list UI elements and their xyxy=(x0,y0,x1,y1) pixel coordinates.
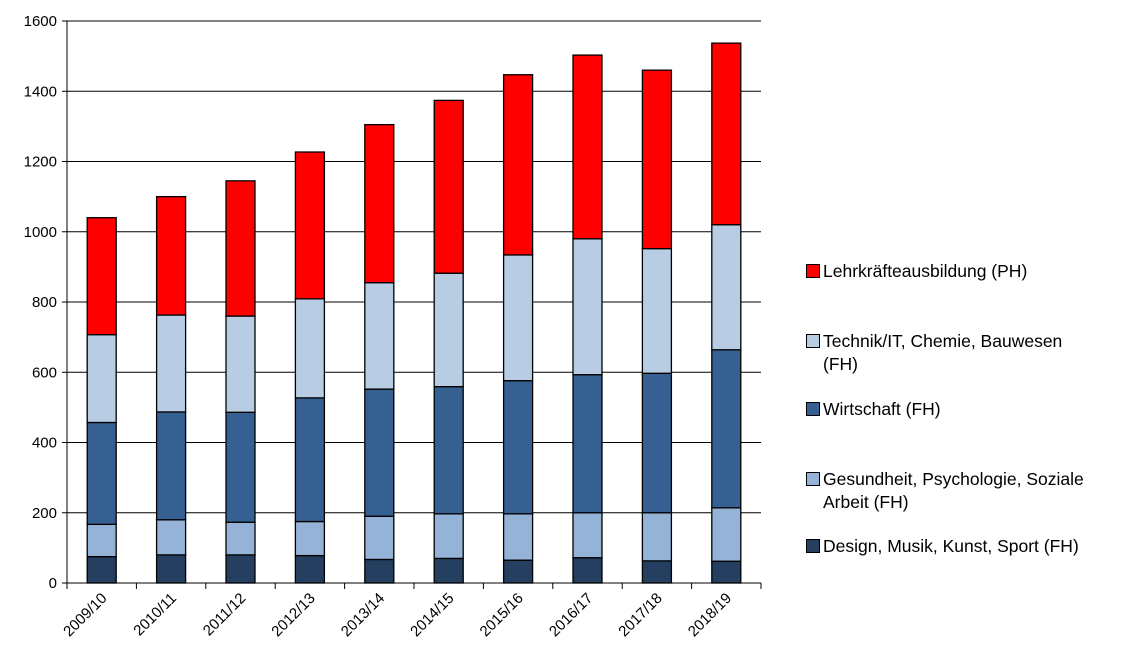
y-tick-label: 1000 xyxy=(24,224,57,241)
legend-label: Gesundheit, Psychologie, Soziale Arbeit … xyxy=(823,469,1084,512)
bar-segment xyxy=(155,314,187,413)
bar-segment xyxy=(711,560,742,584)
x-tick-label: 2010/11 xyxy=(130,590,180,640)
legend-label: Technik/IT, Chemie, Bauwesen (FH) xyxy=(823,331,1063,374)
bar-segment xyxy=(294,151,326,300)
legend-swatch xyxy=(806,472,820,486)
bar-segment xyxy=(641,69,673,250)
x-tick-label: 2012/13 xyxy=(268,590,318,640)
x-tick-label: 2013/14 xyxy=(338,590,388,640)
legend: Lehrkräfteausbildung (PH) Technik/IT, Che… xyxy=(806,0,1116,659)
stacked-bar-chart: 0 200 400 600 800 1000 1200 1400 1600 2009/10 201… xyxy=(24,13,762,640)
bar-segment xyxy=(433,99,464,274)
y-tick-label: 200 xyxy=(32,505,57,522)
x-tick-label: 2009/10 xyxy=(60,590,110,640)
legend-label: Lehrkräfteausbildung (PH) xyxy=(823,261,1028,281)
bar-segment xyxy=(502,559,534,584)
bar-segment xyxy=(294,554,326,584)
y-tick-label: 600 xyxy=(32,364,57,381)
bar-segment xyxy=(641,372,673,514)
legend-item: Lehrkräfteausbildung (PH) xyxy=(806,260,1098,283)
y-tick-label: 1600 xyxy=(24,13,57,30)
bar-segment xyxy=(364,282,395,390)
legend-swatch xyxy=(806,539,820,553)
bar-segment xyxy=(572,238,603,376)
legend-label: Wirtschaft (FH) xyxy=(823,399,941,419)
y-tick-labels: 0 200 400 600 800 1000 1200 1400 1600 xyxy=(24,13,57,592)
bar-segment xyxy=(155,519,187,556)
legend-item: Gesundheit, Psychologie, Soziale Arbeit … xyxy=(806,468,1098,514)
bar-segment xyxy=(502,513,534,561)
bar-segment xyxy=(433,272,464,388)
legend-item: Technik/IT, Chemie, Bauwesen (FH) xyxy=(806,330,1098,376)
legend-item: Wirtschaft (FH) xyxy=(806,398,1098,421)
bar-segment xyxy=(641,247,673,374)
bar-segment xyxy=(711,507,742,562)
bar-segment xyxy=(572,512,603,559)
bar-segment xyxy=(711,224,742,351)
bar-segment xyxy=(294,397,326,523)
bar-segment xyxy=(364,123,395,284)
y-tick-label: 1200 xyxy=(24,154,57,171)
bar-segment xyxy=(225,411,256,523)
y-tick-label: 400 xyxy=(32,435,57,452)
bar-segment xyxy=(225,554,256,584)
bar-segment xyxy=(433,385,464,515)
bar-segment xyxy=(294,520,326,557)
bar-segment xyxy=(155,195,187,316)
bar-segment xyxy=(364,388,395,517)
bar-segment xyxy=(86,334,117,424)
x-tick-label: 2018/19 xyxy=(685,590,735,640)
bar-segment xyxy=(433,557,464,584)
x-tick-label: 2014/15 xyxy=(407,590,457,640)
axes xyxy=(62,20,762,589)
bar-segment xyxy=(711,349,742,509)
bar-segment xyxy=(86,217,117,336)
bar-segment xyxy=(294,298,326,399)
bar-segment xyxy=(433,513,464,560)
bar-segment xyxy=(86,523,117,558)
bar-segment xyxy=(86,421,117,525)
bar-segment xyxy=(502,380,534,515)
bar-segment xyxy=(502,254,534,382)
bar-segment xyxy=(225,521,256,556)
legend-swatch xyxy=(806,264,820,278)
x-tick-labels: 2009/10 2010/11 2011/12 2012/13 2013/14 2014/… xyxy=(60,590,735,640)
bar-segment xyxy=(155,554,187,584)
y-tick-label: 800 xyxy=(32,294,57,311)
bar-segment xyxy=(711,42,742,226)
legend-swatch xyxy=(806,334,820,348)
y-tick-label: 0 xyxy=(49,575,57,592)
bar-segment xyxy=(364,558,395,584)
bars xyxy=(86,42,742,584)
bar-segment xyxy=(86,556,117,584)
bar-segment xyxy=(641,512,673,562)
x-tick-label: 2015/16 xyxy=(477,590,527,640)
bar-segment xyxy=(572,557,603,584)
x-tick-label: 2011/12 xyxy=(200,590,250,640)
x-tick-label: 2016/17 xyxy=(546,590,596,640)
x-tick-label: 2017/18 xyxy=(615,590,665,640)
bar-segment xyxy=(502,74,534,256)
bar-segment xyxy=(572,374,603,514)
bar-segment xyxy=(225,315,256,413)
bar-segment xyxy=(225,180,256,317)
legend-label: Design, Musik, Kunst, Sport (FH) xyxy=(823,536,1079,556)
y-tick-label: 1400 xyxy=(24,83,57,100)
bar-segment xyxy=(364,515,395,561)
bar-segment xyxy=(155,411,187,521)
bar-segment xyxy=(572,54,603,240)
legend-swatch xyxy=(806,402,820,416)
bar-segment xyxy=(641,560,673,584)
legend-item: Design, Musik, Kunst, Sport (FH) xyxy=(806,535,1098,558)
